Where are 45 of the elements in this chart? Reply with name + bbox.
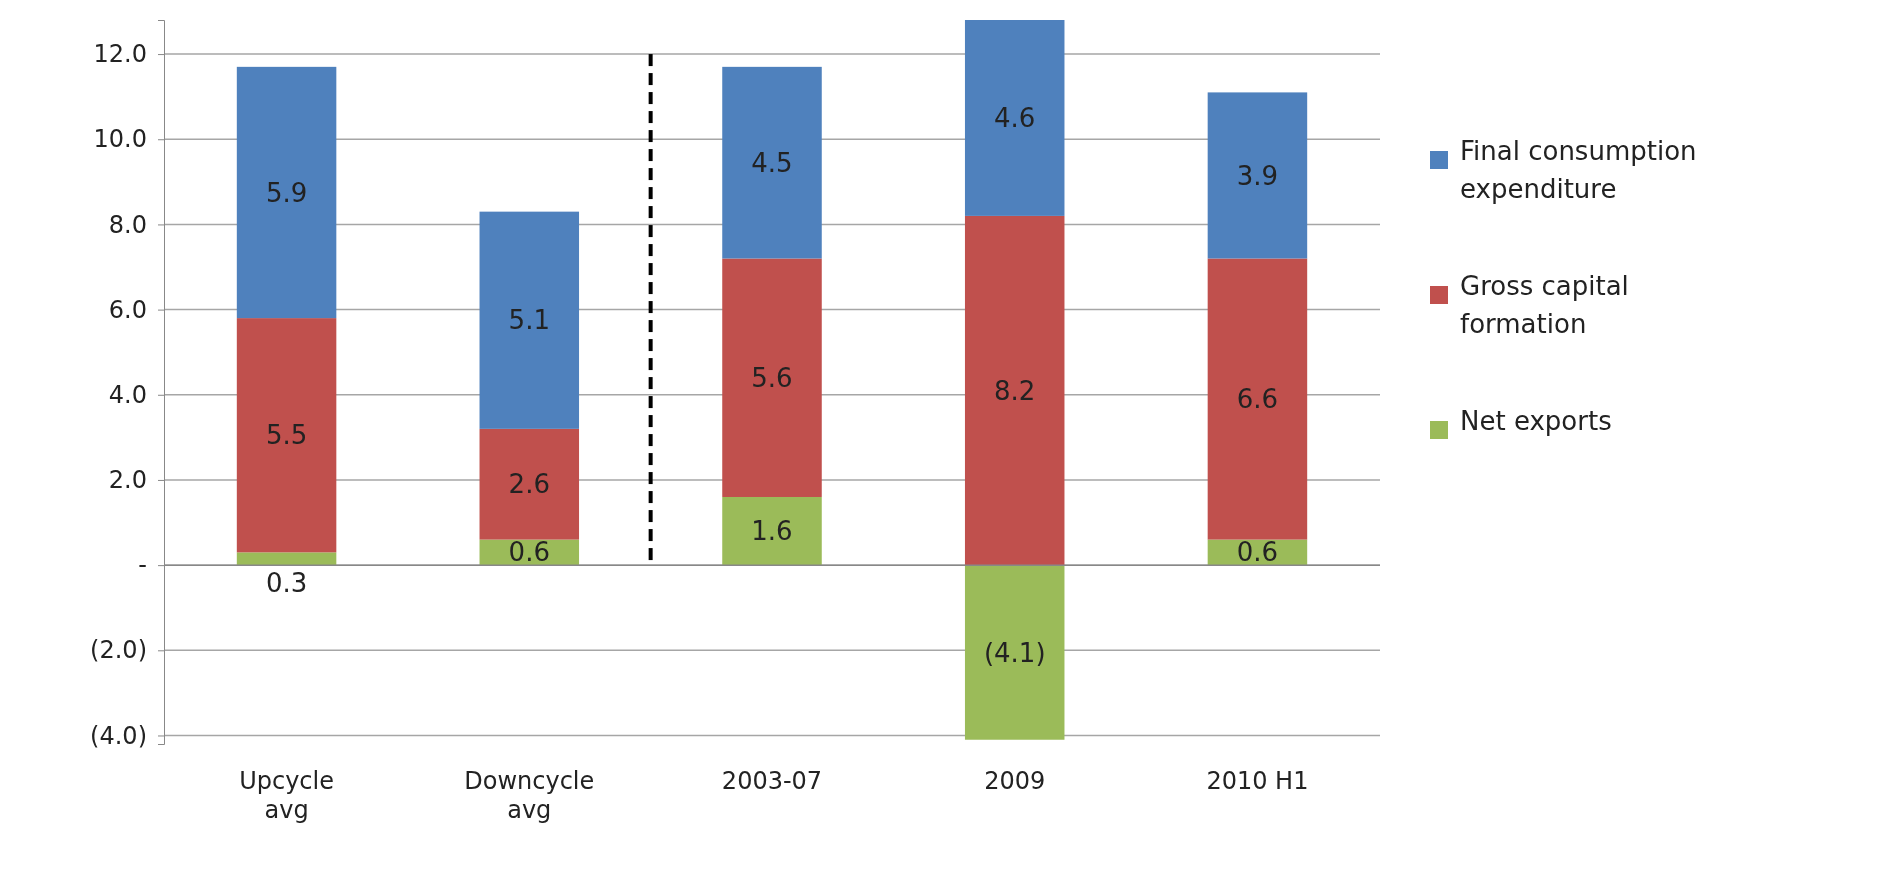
- data-label: 0.3: [265, 568, 308, 599]
- legend-label: Final consumption expenditure: [1460, 136, 1697, 204]
- bar: [479, 428, 580, 540]
- bar: [722, 496, 822, 566]
- bar: [1207, 258, 1308, 540]
- data-label: 0.6: [508, 537, 550, 568]
- data-label: 5.9: [265, 177, 308, 208]
- data-label: 2.6: [508, 469, 550, 500]
- data-label: 4.5: [751, 147, 793, 178]
- data-label: 6.6: [1236, 384, 1279, 415]
- bar: [722, 66, 822, 259]
- legend-label: Net exports: [1460, 406, 1612, 436]
- y-tick-label: (2.0): [90, 636, 147, 665]
- y-tick-label: 4.0: [108, 380, 147, 409]
- y-tick-label: 12.0: [93, 40, 147, 69]
- x-tick-label: 2009: [984, 767, 1046, 795]
- y-tick-label: 2.0: [108, 466, 147, 495]
- bar: [1207, 92, 1308, 259]
- y-tick-label: (4.0): [90, 721, 147, 750]
- y-tick-label: 8.0: [108, 210, 147, 239]
- bar: [236, 318, 337, 553]
- bar: [964, 215, 1065, 566]
- data-label: 0.6: [1236, 537, 1279, 568]
- bar: [236, 66, 337, 319]
- bar: [722, 258, 822, 497]
- x-tick-label: Upcycle avg: [239, 767, 334, 824]
- data-label: 3.9: [1236, 160, 1279, 191]
- data-label: 5.5: [265, 420, 308, 451]
- bar: [964, 20, 1065, 216]
- y-tick-label: 6.0: [108, 295, 147, 324]
- data-label: (4.1): [983, 637, 1046, 668]
- legend-label: Gross capital formation: [1460, 271, 1629, 339]
- data-label: 1.6: [751, 516, 793, 547]
- bar: [479, 211, 580, 429]
- bar: [964, 565, 1065, 740]
- data-label: 4.6: [994, 103, 1036, 134]
- y-tick-label: -: [138, 551, 147, 580]
- x-tick-label: Downcycle avg: [464, 767, 595, 824]
- data-label: 8.2: [994, 375, 1036, 406]
- bar: [236, 552, 337, 566]
- x-tick-label: 2003-07: [721, 767, 823, 795]
- x-tick-label: 2010 H1: [1206, 767, 1309, 795]
- data-label: 5.6: [751, 362, 793, 393]
- y-tick-label: 10.0: [93, 125, 147, 154]
- data-label: 5.1: [508, 305, 550, 336]
